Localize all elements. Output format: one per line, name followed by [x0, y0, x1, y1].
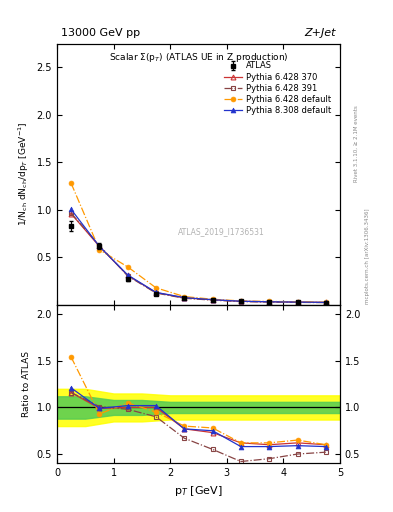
Text: ATLAS_2019_I1736531: ATLAS_2019_I1736531	[178, 227, 264, 236]
Text: 13000 GeV pp: 13000 GeV pp	[61, 28, 140, 38]
Pythia 6.428 370	[323, 300, 328, 306]
Text: Scalar $\Sigma$(p$_T$) (ATLAS UE in Z production): Scalar $\Sigma$(p$_T$) (ATLAS UE in Z pr…	[108, 51, 288, 65]
Pythia 6.428 370	[97, 243, 102, 249]
Line: Pythia 6.428 default: Pythia 6.428 default	[69, 181, 328, 305]
Pythia 6.428 370	[267, 298, 272, 305]
Legend: ATLAS, Pythia 6.428 370, Pythia 6.428 391, Pythia 6.428 default, Pythia 8.308 de: ATLAS, Pythia 6.428 370, Pythia 6.428 39…	[221, 58, 334, 118]
Pythia 8.308 default	[239, 298, 243, 304]
Pythia 6.428 default	[125, 264, 130, 270]
Pythia 6.428 370	[295, 299, 300, 305]
Pythia 6.428 370	[210, 297, 215, 303]
Pythia 6.428 391	[239, 298, 243, 305]
Pythia 6.428 default	[97, 247, 102, 253]
Y-axis label: Ratio to ATLAS: Ratio to ATLAS	[22, 351, 31, 417]
Y-axis label: 1/N$_{\rm ch}$ dN$_{\rm ch}$/dp$_T$ [GeV$^{-1}$]: 1/N$_{\rm ch}$ dN$_{\rm ch}$/dp$_T$ [GeV…	[17, 122, 31, 226]
Pythia 6.428 391	[69, 210, 73, 216]
Pythia 8.308 default	[97, 243, 102, 249]
Pythia 6.428 391	[154, 290, 158, 296]
Pythia 6.428 default	[267, 298, 272, 305]
Pythia 6.428 391	[210, 297, 215, 303]
Pythia 6.428 391	[182, 295, 187, 302]
Line: Pythia 6.428 370: Pythia 6.428 370	[69, 211, 328, 305]
Pythia 6.428 370	[239, 298, 243, 305]
Pythia 6.428 370	[182, 295, 187, 301]
Pythia 6.428 default	[69, 180, 73, 186]
Pythia 8.308 default	[69, 206, 73, 212]
Pythia 6.428 default	[210, 296, 215, 302]
Pythia 6.428 370	[125, 272, 130, 279]
Text: Rivet 3.1.10, ≥ 2.1M events: Rivet 3.1.10, ≥ 2.1M events	[354, 105, 359, 182]
Pythia 6.428 370	[69, 210, 73, 217]
Pythia 6.428 default	[239, 298, 243, 304]
Pythia 8.308 default	[154, 289, 158, 295]
Pythia 6.428 391	[125, 273, 130, 279]
Pythia 6.428 default	[323, 299, 328, 305]
Pythia 6.428 370	[154, 289, 158, 295]
Line: Pythia 8.308 default: Pythia 8.308 default	[69, 207, 328, 305]
Pythia 8.308 default	[182, 294, 187, 301]
Pythia 6.428 default	[154, 285, 158, 291]
Pythia 6.428 391	[295, 300, 300, 306]
Text: Z+Jet: Z+Jet	[305, 28, 336, 38]
Line: Pythia 6.428 391: Pythia 6.428 391	[69, 211, 328, 305]
Pythia 6.428 391	[97, 243, 102, 249]
Pythia 8.308 default	[210, 296, 215, 303]
Pythia 8.308 default	[267, 298, 272, 305]
X-axis label: p$_T$ [GeV]: p$_T$ [GeV]	[174, 484, 223, 498]
Pythia 6.428 default	[295, 298, 300, 305]
Pythia 8.308 default	[125, 272, 130, 278]
Pythia 6.428 391	[267, 299, 272, 305]
Pythia 6.428 default	[182, 293, 187, 300]
Text: mcplots.cern.ch [arXiv:1306.3436]: mcplots.cern.ch [arXiv:1306.3436]	[365, 208, 371, 304]
Pythia 6.428 391	[323, 300, 328, 306]
Pythia 8.308 default	[295, 299, 300, 305]
Pythia 8.308 default	[323, 300, 328, 306]
